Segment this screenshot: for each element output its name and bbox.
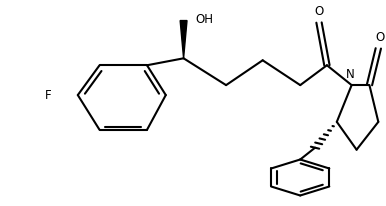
Text: N: N — [346, 68, 355, 81]
Polygon shape — [180, 21, 187, 58]
Text: OH: OH — [195, 13, 213, 26]
Text: O: O — [376, 31, 385, 44]
Text: F: F — [45, 89, 51, 102]
Text: O: O — [314, 5, 323, 18]
